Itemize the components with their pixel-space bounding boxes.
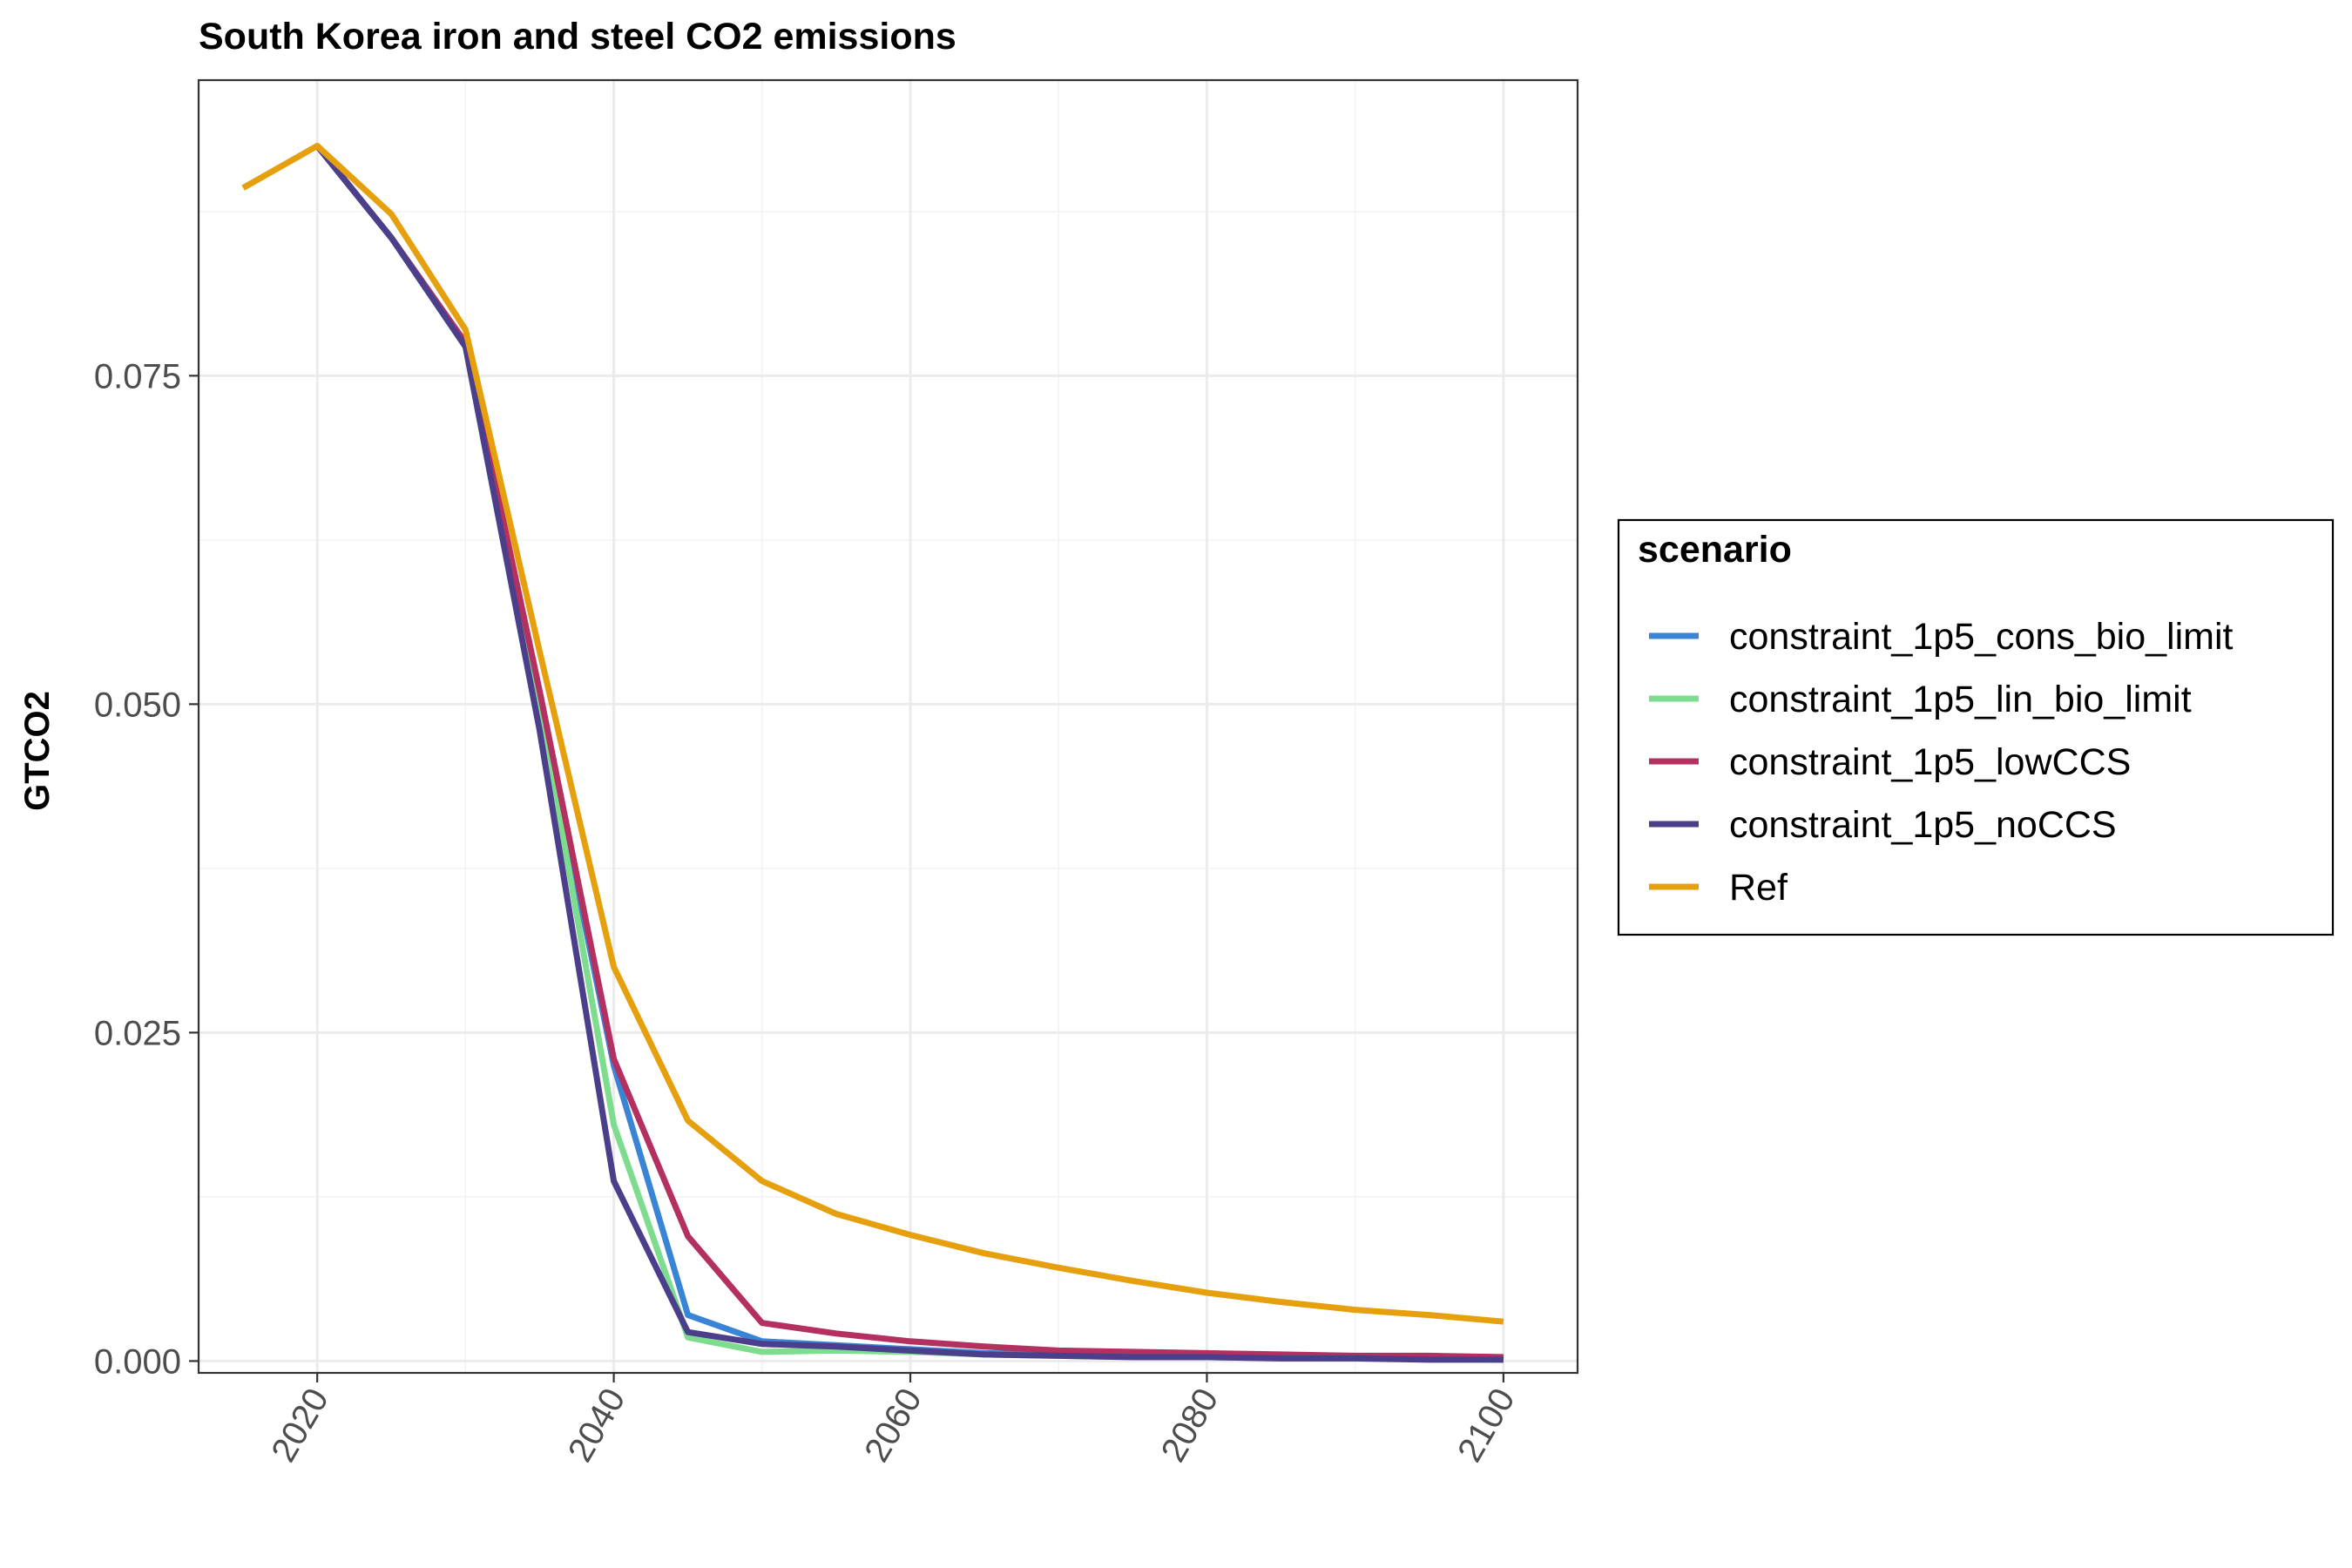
legend-label-constraint_1p5_lowCCS: constraint_1p5_lowCCS [1729,741,2131,783]
y-axis: 0.000 0.025 0.050 0.075 [94,357,199,1381]
legend-title: scenario [1638,529,1792,571]
legend: scenario constraint_1p5_cons_bio_limitco… [1617,518,2335,936]
legend-box [1617,518,2335,936]
y-tick-label: 0.075 [94,357,181,395]
legend-label-constraint_1p5_lin_bio_limit: constraint_1p5_lin_bio_limit [1729,679,2192,720]
plot-panel [199,80,1578,1373]
plot-border [197,78,1579,1375]
major-gridlines [199,80,1578,1373]
legend-items: constraint_1p5_cons_bio_limit constraint_… [1649,616,2234,909]
series-line-constraint_1p5_noCCS [314,144,1504,1363]
chart-title: South Korea iron and steel CO2 emissions [199,16,956,57]
y-tick-label: 0.025 [94,1014,181,1052]
minor-gridlines [199,80,1578,1373]
plot-area [197,78,1579,1375]
series-line-Ref [241,142,1504,1325]
legend-label-constraint_1p5_cons_bio_limit: constraint_1p5_cons_bio_limit [1729,616,2234,658]
y-tick-label: 0.050 [94,686,181,724]
y-axis-label: GTCO2 [18,691,57,811]
series-lines [241,142,1504,1363]
series-line-constraint_1p5_lowCCS [314,144,1504,1361]
y-tick-label: 0.000 [94,1342,181,1381]
legend-label-Ref: Ref [1729,867,1788,909]
legend-label-constraint_1p5_noCCS: constraint_1p5_noCCS [1729,804,2117,846]
